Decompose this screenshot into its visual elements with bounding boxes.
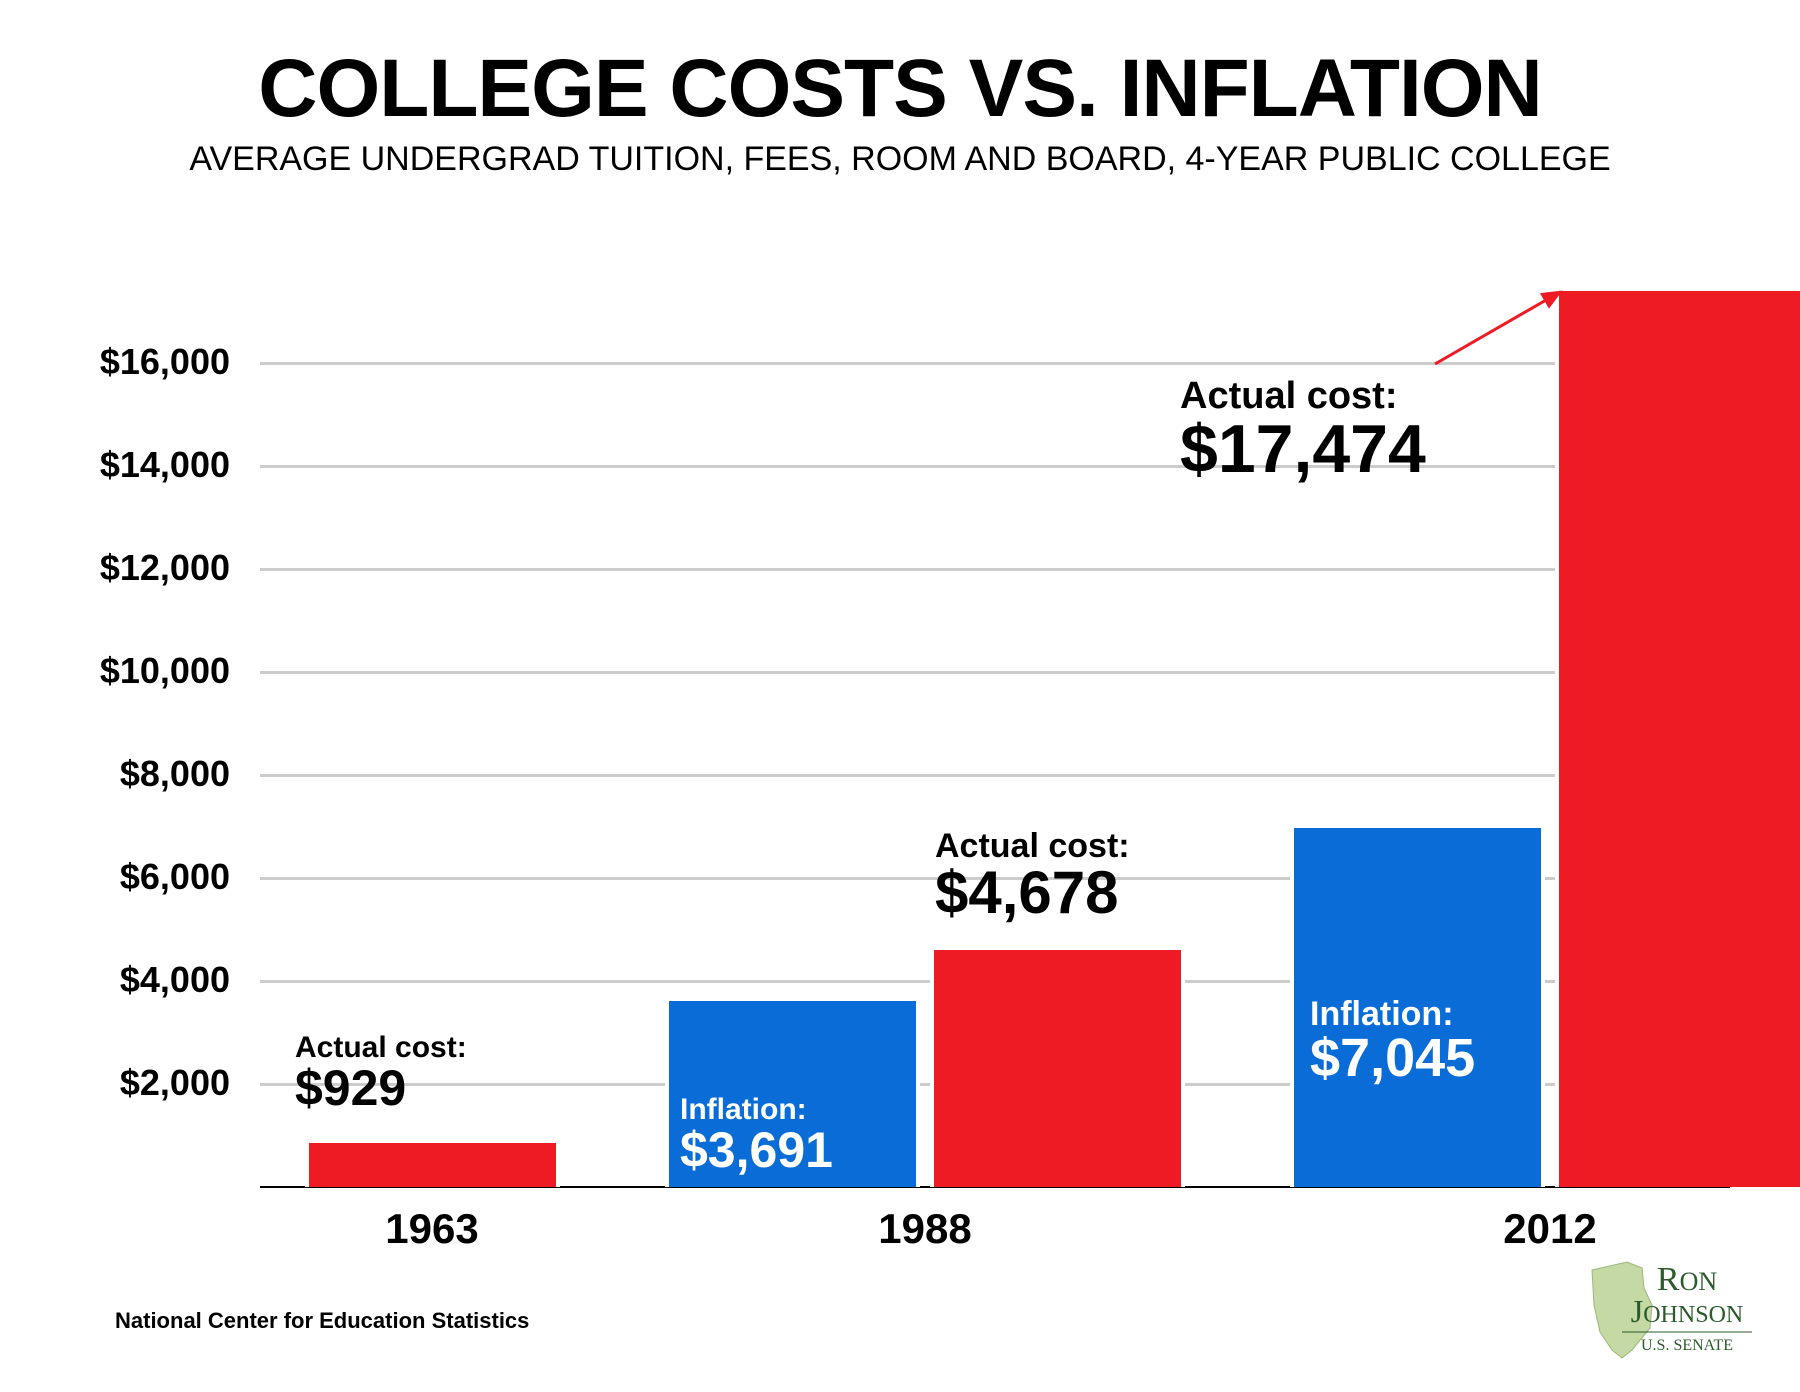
y-axis-label: $16,000: [0, 341, 230, 383]
annotation-value: $17,474: [1180, 415, 1540, 483]
annotation-label: Inflation:: [1310, 997, 1670, 1031]
annotation-value: $929: [295, 1063, 655, 1113]
bar-annotation: Actual cost:$4,678: [935, 829, 1295, 923]
annotation-value: $3,691: [680, 1125, 1040, 1175]
gridline: [260, 362, 1730, 365]
annotation-value: $4,678: [935, 863, 1295, 923]
gridline: [260, 671, 1730, 674]
x-axis-label: 1988: [825, 1205, 1025, 1253]
y-axis-label: $14,000: [0, 444, 230, 486]
annotation-label: Actual cost:: [935, 829, 1295, 863]
y-axis-label: $2,000: [0, 1062, 230, 1104]
annotation-value: $7,045: [1310, 1031, 1670, 1085]
y-axis-label: $10,000: [0, 650, 230, 692]
gridline: [260, 568, 1730, 571]
annotation-label: Actual cost:: [1180, 377, 1540, 415]
x-axis-label: 1963: [332, 1205, 532, 1253]
bar-annotation: Actual cost:$929: [295, 1033, 655, 1113]
annotation-label: Actual cost:: [295, 1033, 655, 1063]
gridline: [260, 774, 1730, 777]
logo-name: RON: [1657, 1261, 1717, 1298]
bar-annotation: Actual cost:$17,474: [1180, 377, 1540, 483]
y-axis-label: $8,000: [0, 753, 230, 795]
senator-logo: RON JOHNSON U.S. SENATE: [1572, 1250, 1772, 1370]
logo-tagline: U.S. SENATE: [1641, 1337, 1733, 1354]
source-citation: National Center for Education Statistics: [115, 1308, 529, 1334]
bar-annotation: Inflation:$7,045: [1310, 997, 1670, 1085]
y-axis-label: $6,000: [0, 856, 230, 898]
source-text: National Center for Education Statistics: [115, 1308, 529, 1333]
bar-chart: $2,000 $4,000 $6,000 $8,000 $10,000 $12,000 $1…: [0, 42, 1800, 1392]
annotation-label: Inflation:: [680, 1095, 1040, 1125]
y-axis-label: $4,000: [0, 959, 230, 1001]
actual-bar: [305, 1139, 560, 1187]
x-axis-label: 2012: [1450, 1205, 1650, 1253]
y-axis-label: $12,000: [0, 547, 230, 589]
bar-annotation: Inflation:$3,691: [680, 1095, 1040, 1175]
